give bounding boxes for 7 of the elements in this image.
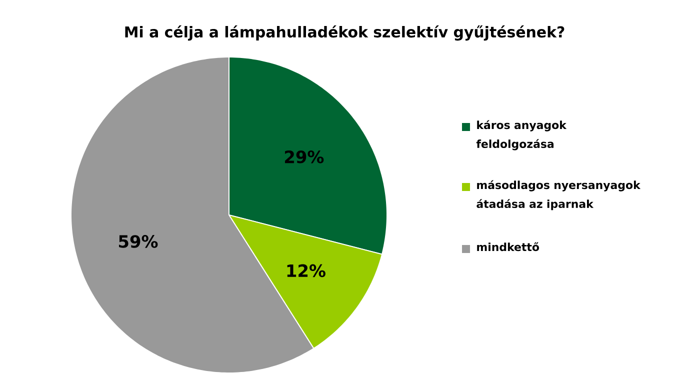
legend-label: másodlagos nyersanyagok átadása az iparnak <box>476 180 641 210</box>
legend-label: káros anyagok feldolgozása <box>476 120 567 150</box>
data-label: 59% <box>119 235 158 248</box>
legend-label: mindkettő <box>477 242 539 252</box>
data-label: 29% <box>284 150 324 164</box>
chart-title: Mi a célja a lámpahulladékok szelektív gyűjtésének? <box>125 25 564 41</box>
data-label: 12% <box>287 264 326 278</box>
